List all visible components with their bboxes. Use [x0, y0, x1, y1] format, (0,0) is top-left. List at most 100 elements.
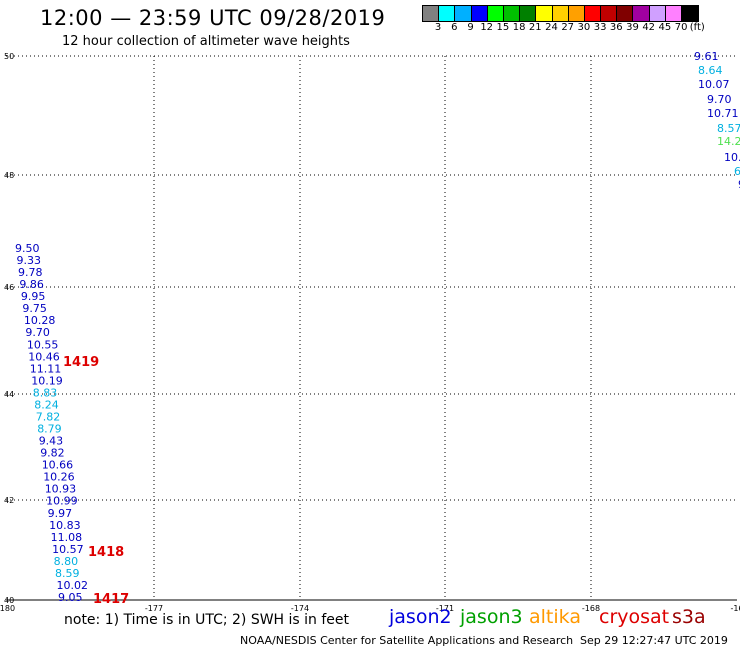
wave-height-value: 8.80	[54, 555, 79, 568]
color-swatch	[455, 6, 472, 21]
color-swatch	[520, 6, 537, 21]
color-swatch	[665, 6, 682, 21]
legend-item-s3a: s3a	[672, 606, 706, 628]
color-scale-label: 12	[480, 22, 494, 33]
color-scale-label: 9	[467, 22, 474, 33]
color-swatch	[439, 6, 456, 21]
legend-item-jason3: jason3	[460, 606, 523, 628]
wave-height-value: 9.50	[15, 242, 40, 255]
wave-height-value: 8.24	[34, 398, 59, 411]
wave-height-value: 9	[738, 178, 740, 191]
color-swatch	[649, 6, 666, 21]
wave-height-value: 9.82	[40, 447, 64, 460]
wave-height-value: 8.57	[717, 122, 740, 135]
wave-height-value: 7.82	[36, 411, 61, 424]
color-scale-label: 33	[593, 22, 607, 33]
latitude-tick-label: 48	[4, 171, 14, 180]
wave-height-value: 10.93	[45, 483, 76, 496]
color-scale-label: 18	[512, 22, 526, 33]
longitude-tick-label: -174	[291, 604, 309, 613]
color-scale-label: 70	[674, 22, 688, 33]
color-swatch	[568, 6, 585, 21]
longitude-tick-label: -180	[0, 604, 15, 613]
longitude-tick-label: -16	[730, 604, 740, 613]
legend-item-cryosat: cryosat	[599, 606, 670, 628]
footer-note: note: 1) Time is in UTC; 2) SWH is in fe…	[64, 612, 350, 628]
generated-timestamp: Sep 29 12:27:47 UTC 2019	[580, 634, 728, 647]
pass-time-label: 1417	[93, 592, 129, 607]
color-scale-label: (ft)	[689, 22, 705, 33]
wave-height-value: 10.19	[31, 374, 63, 387]
color-swatch	[584, 6, 602, 21]
wave-height-value: 9.61	[694, 50, 719, 63]
wave-height-value: 8.64	[698, 64, 723, 77]
wave-height-value: 9.70	[25, 326, 50, 339]
color-swatch	[536, 6, 553, 21]
color-swatch	[423, 6, 440, 21]
map-grid	[6, 55, 737, 600]
wave-height-value: 11.11	[30, 362, 62, 375]
color-swatch	[471, 6, 488, 21]
track-time-labels: 1419 1418 1417	[63, 355, 129, 607]
pass-time-label: 1418	[88, 545, 124, 560]
color-swatch	[617, 6, 634, 21]
wave-height-value: 8.83	[33, 386, 58, 399]
color-scale-label: 21	[528, 22, 542, 33]
color-swatch	[487, 6, 504, 21]
wave-height-value: 10.02	[57, 579, 89, 592]
wave-height-value: 10.46	[28, 350, 60, 363]
color-scale-bar	[422, 5, 700, 22]
wave-height-value: 10.83	[49, 519, 81, 532]
color-swatch	[503, 6, 521, 21]
wave-height-value: 9.97	[48, 507, 73, 520]
latitude-tick-label: 50	[4, 52, 14, 61]
track-value-labels: 9.618.6410.079.7010.718.5714.210.699.509…	[15, 50, 740, 604]
wave-height-value: 9.33	[17, 254, 42, 267]
page-title: 12:00 — 23:59 UTC 09/28/2019	[40, 6, 386, 30]
legend-item-altika: altika	[529, 606, 581, 628]
color-swatch	[552, 6, 569, 21]
wave-height-value: 8.79	[37, 423, 62, 436]
wave-height-value: 10.07	[698, 78, 730, 91]
latitude-tick-label: 42	[4, 496, 14, 505]
color-scale-label: 42	[642, 22, 656, 33]
longitude-tick-label: -168	[582, 604, 600, 613]
wave-height-value: 9.70	[707, 93, 732, 106]
wave-height-value: 9.75	[22, 302, 47, 315]
page-subtitle: 12 hour collection of altimeter wave hei…	[62, 34, 350, 49]
wave-height-value: 10.66	[42, 459, 73, 472]
color-scale-label: 30	[577, 22, 591, 33]
wave-height-value: 10.57	[52, 543, 84, 556]
wave-height-value: 9.78	[18, 266, 43, 279]
longitude-tick-label: -177	[145, 604, 163, 613]
wave-height-value: 10.	[724, 151, 740, 164]
wave-height-value: 10.26	[43, 471, 74, 484]
color-scale-label: 27	[561, 22, 575, 33]
latitude-tick-label: 44	[4, 390, 14, 399]
wave-height-value: 8.59	[55, 567, 80, 580]
wave-height-value: 9.86	[19, 278, 44, 291]
color-swatch	[633, 6, 650, 21]
color-scale-label: 6	[451, 22, 458, 33]
wave-height-value: 10.28	[24, 314, 56, 327]
wave-height-value: 10.99	[46, 495, 78, 508]
wave-height-value: 9.95	[21, 290, 46, 303]
color-swatch	[682, 6, 699, 21]
wave-height-value: 9.05	[58, 591, 83, 604]
wave-height-value: 10.55	[27, 338, 59, 351]
legend-item-jason2: jason2	[389, 606, 452, 628]
color-scale-label: 24	[545, 22, 558, 33]
wave-height-value: 6	[734, 165, 740, 178]
color-scale-label: 45	[658, 22, 672, 33]
latitude-tick-label: 46	[4, 283, 14, 292]
color-swatch	[601, 6, 618, 21]
longitude-tick-label: -171	[436, 604, 454, 613]
color-scale-label: 36	[609, 22, 623, 33]
wave-height-value: 11.08	[51, 531, 83, 544]
wave-height-value: 14.2	[717, 135, 740, 148]
color-scale-label: 15	[496, 22, 510, 33]
color-scale-label: 39	[626, 22, 639, 33]
wave-height-value: 9.43	[39, 435, 64, 448]
